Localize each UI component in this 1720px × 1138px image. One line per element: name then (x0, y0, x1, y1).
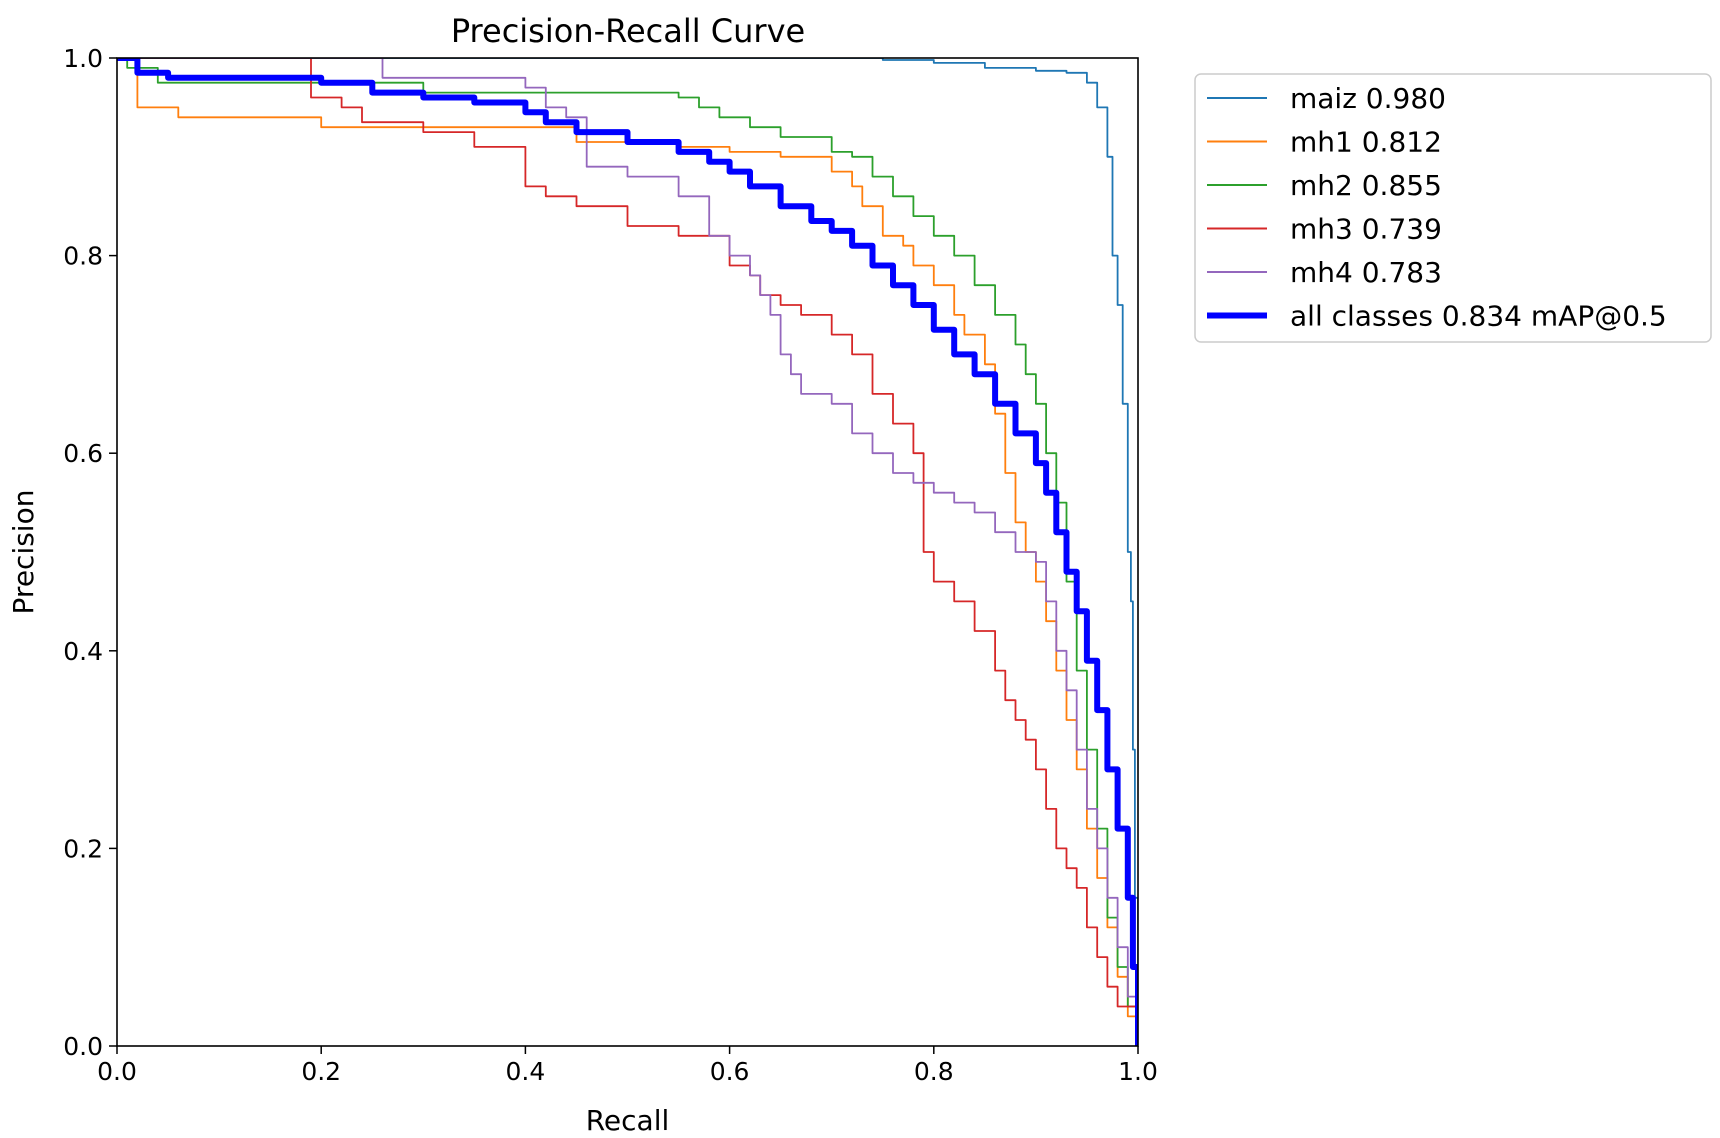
y-tick-label: 0.2 (63, 834, 103, 863)
legend-label-all-classes: all classes 0.834 mAP@0.5 (1290, 300, 1667, 333)
x-tick-label: 0.4 (506, 1057, 546, 1086)
y-axis-label: Precision (7, 490, 40, 615)
legend-label-mh4: mh4 0.783 (1290, 256, 1442, 289)
x-axis-label: Recall (586, 1104, 670, 1137)
chart-title: Precision-Recall Curve (451, 12, 805, 50)
series-group (117, 58, 1138, 1046)
series-line-mh2 (117, 58, 1138, 1046)
x-tick-label: 0.8 (914, 1057, 954, 1086)
legend-label-mh3: mh3 0.739 (1290, 213, 1442, 246)
x-axis-ticks: 0.0 0.2 0.4 0.6 0.8 1.0 (97, 1046, 1158, 1086)
x-tick-label: 0.2 (301, 1057, 341, 1086)
x-tick-label: 0.0 (97, 1057, 137, 1086)
legend-items: maiz 0.980 mh1 0.812 mh2 0.855 mh3 0.739 mh4… (1207, 82, 1667, 333)
legend-label-mh2: mh2 0.855 (1290, 169, 1442, 202)
y-axis-ticks: 0.0 0.2 0.4 0.6 0.8 1.0 (63, 44, 117, 1061)
legend-frame (1194, 73, 1712, 343)
legend-label-maiz: maiz 0.980 (1290, 82, 1446, 115)
series-line-maiz (117, 58, 1138, 1046)
y-tick-label: 0.0 (63, 1032, 103, 1061)
series-line-mh3 (117, 58, 1138, 1046)
legend-label-mh1: mh1 0.812 (1290, 126, 1442, 159)
y-tick-label: 1.0 (63, 44, 103, 73)
y-tick-label: 0.6 (63, 439, 103, 468)
y-tick-label: 0.4 (63, 637, 103, 666)
legend: maiz 0.980 mh1 0.812 mh2 0.855 mh3 0.739 mh4… (1194, 73, 1712, 343)
x-tick-label: 0.6 (710, 1057, 750, 1086)
series-line-mh4 (117, 58, 1138, 1046)
x-tick-label: 1.0 (1118, 1057, 1158, 1086)
series-line-all-classes (117, 58, 1138, 1046)
plot-frame (116, 57, 1139, 1047)
y-tick-label: 0.8 (63, 242, 103, 271)
plot-area (116, 57, 1139, 1047)
